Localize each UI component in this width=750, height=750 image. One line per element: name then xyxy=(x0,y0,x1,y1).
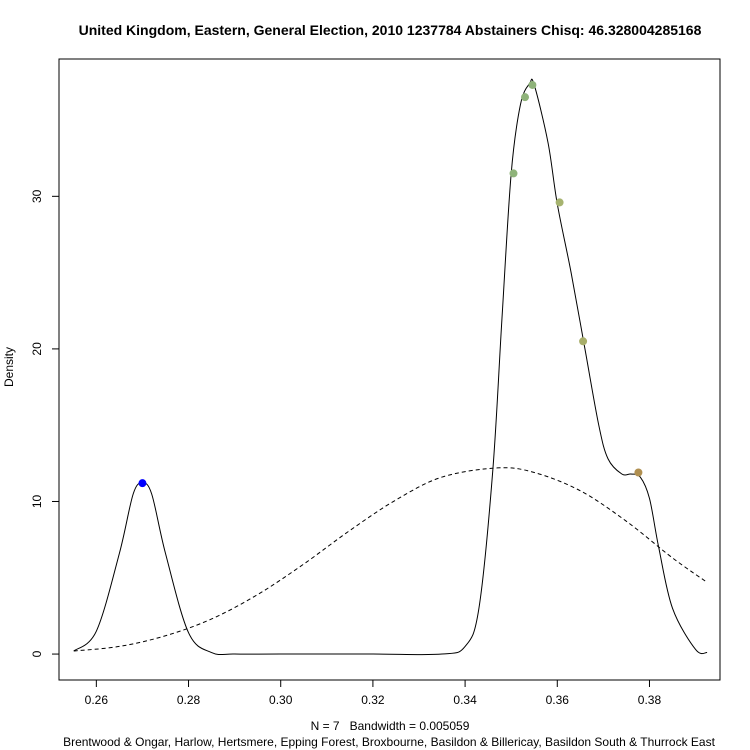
y-tick-label: 30 xyxy=(30,189,44,203)
x-tick-label: 0.38 xyxy=(638,693,662,707)
y-tick-label: 0 xyxy=(30,650,44,657)
data-point xyxy=(138,479,147,488)
density-curve xyxy=(73,78,708,656)
x-tick-label: 0.30 xyxy=(269,693,293,707)
plot-frame xyxy=(58,58,721,681)
x-tick-label: 0.34 xyxy=(453,693,477,707)
data-point xyxy=(509,169,518,178)
x-tick-label: 0.26 xyxy=(85,693,109,707)
y-tick-label: 20 xyxy=(30,342,44,356)
dashed-density-line xyxy=(73,467,708,652)
x-tick-label: 0.28 xyxy=(177,693,201,707)
x-tick-label: 0.32 xyxy=(361,693,385,707)
x-axis: 0.26 0.28 0.30 0.32 0.34 0.36 0.38 xyxy=(85,680,662,707)
series-layer xyxy=(73,78,708,656)
data-point xyxy=(521,93,530,102)
chart-subtitle: Brentwood & Ongar, Harlow, Hertsmere, Ep… xyxy=(63,735,716,749)
points-layer xyxy=(138,80,643,488)
data-point xyxy=(555,198,564,207)
y-axis: 0 10 20 30 xyxy=(30,189,59,657)
y-tick-label: 10 xyxy=(30,494,44,508)
x-tick-label: 0.36 xyxy=(546,693,570,707)
chart-title: United Kingdom, Eastern, General Electio… xyxy=(79,22,702,38)
data-point xyxy=(579,337,588,346)
x-axis-label: N = 7 Bandwidth = 0.005059 xyxy=(311,719,470,733)
data-point xyxy=(528,80,537,89)
data-point xyxy=(634,468,643,477)
y-axis-label: Density xyxy=(2,347,16,387)
